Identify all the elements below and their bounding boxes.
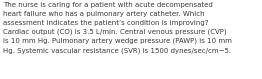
Text: The nurse is caring for a patient with acute decompensated
heart failure who has: The nurse is caring for a patient with a… [3,2,232,54]
